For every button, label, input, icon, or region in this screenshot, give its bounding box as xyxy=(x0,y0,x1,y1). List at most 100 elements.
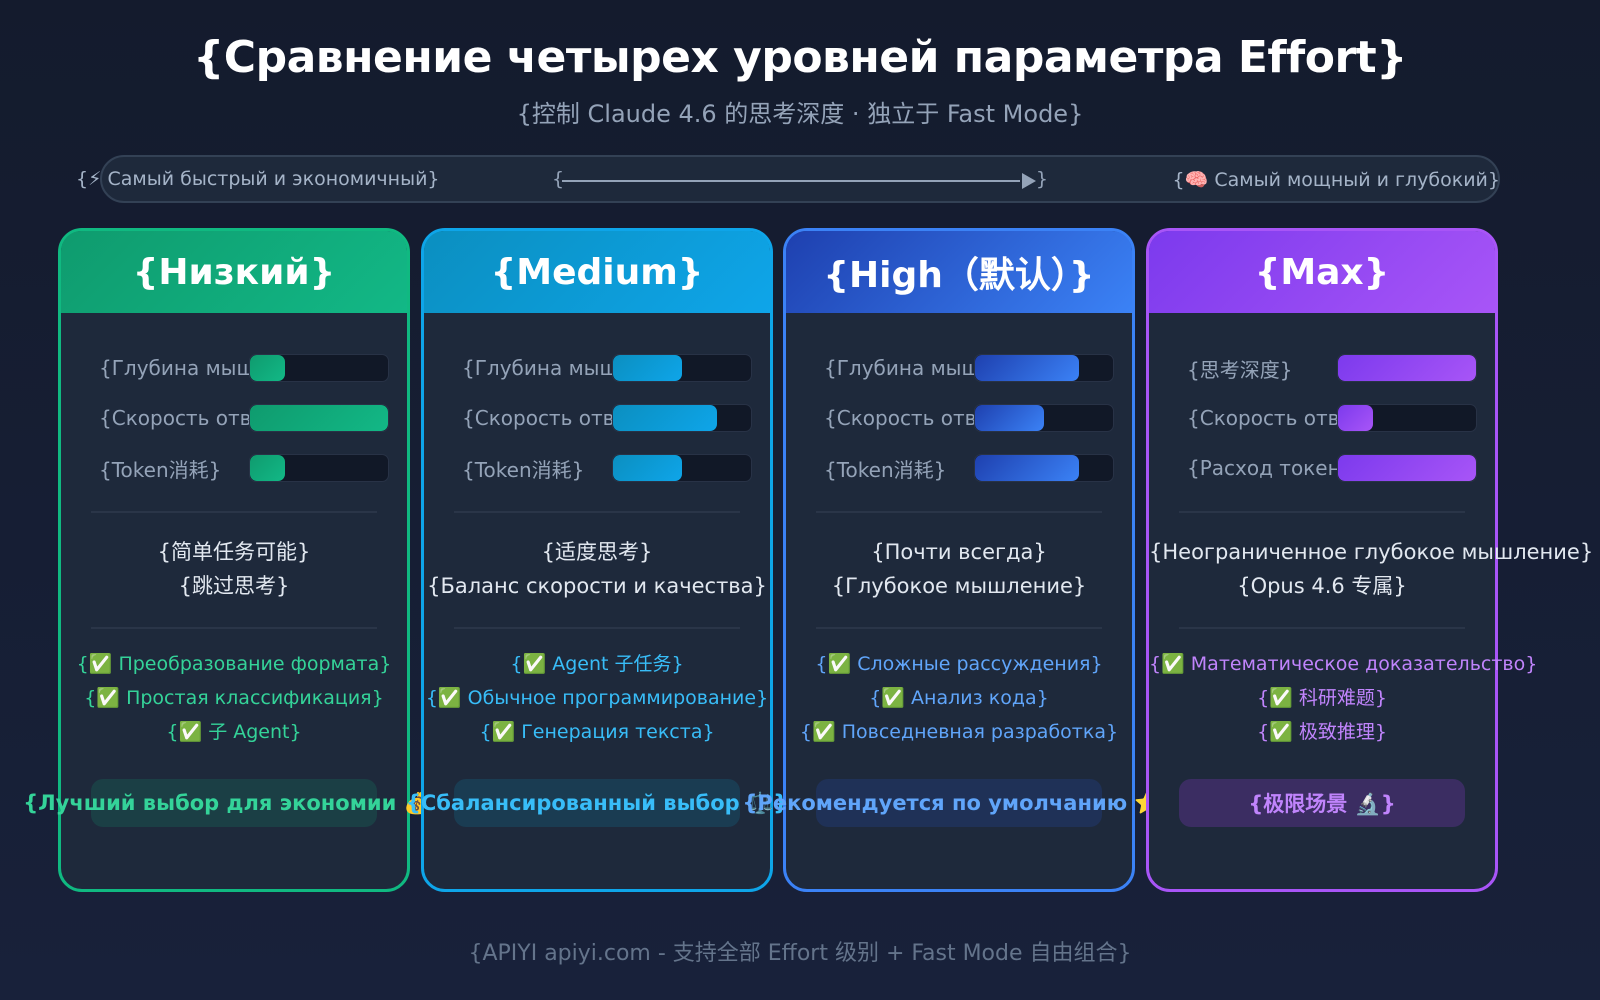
desc-line: {适度思考} xyxy=(541,540,653,564)
footer-text: {APIYI apiyi.com - 支持全部 Effort 级别 + Fast… xyxy=(468,941,1132,966)
feature-item: {✅ Преобразование формата} xyxy=(76,653,392,675)
metric-row: {Token消耗} xyxy=(462,443,752,493)
metric-row: {Скорость ответа} xyxy=(824,393,1114,443)
badge-label: {极限场景 🔬} xyxy=(1248,792,1396,816)
desc-line: {简单任务可能} xyxy=(157,540,311,564)
metric-bar xyxy=(1337,454,1477,482)
metric-label: {Token消耗} xyxy=(99,457,222,482)
feature-list: {✅ Agent 子任务} {✅ Обычное программировани… xyxy=(424,629,770,749)
metrics: {思考深度} {Скорость ответа} {Расход токенов… xyxy=(1149,313,1495,493)
scale-arrow-open: { xyxy=(552,168,565,190)
metric-row: {Token消耗} xyxy=(824,443,1114,493)
metric-label: {Скорость ответа} xyxy=(462,406,612,430)
metric-bar xyxy=(1337,354,1477,382)
feature-item: {✅ Сложные рассуждения} xyxy=(815,653,1103,675)
metric-label: {Token消耗} xyxy=(824,457,947,482)
page-title: {Сравнение четырех уровней параметра Eff… xyxy=(192,32,1408,83)
badge-label: {Сбалансированный выбор ⚖️} xyxy=(405,790,789,815)
metric-bar-fill xyxy=(250,405,388,431)
metric-row: {Расход токенов} xyxy=(1187,443,1477,493)
desc-line: {Баланс скорости и качества} xyxy=(427,574,767,598)
metric-bar-fill xyxy=(250,355,285,381)
metric-label: {Скорость ответа} xyxy=(824,406,974,430)
metric-label: {Расход токенов} xyxy=(1187,456,1337,480)
badge-background xyxy=(816,779,1102,827)
feature-item: {✅ Простая классификация} xyxy=(84,687,384,709)
divider xyxy=(454,627,740,629)
card-description: {Почти всегда} {Глубокое мышление} xyxy=(786,513,1132,627)
scale-arrow: { } xyxy=(552,168,1048,192)
desc-line: {Глубокое мышление} xyxy=(831,574,1087,598)
feature-list: {✅ Математическое доказательство} {✅ 科研难… xyxy=(1149,629,1538,749)
feature-item: {✅ Генерация текста} xyxy=(479,721,715,743)
metric-bar-fill xyxy=(975,355,1079,381)
metric-label: {思考深度} xyxy=(1187,357,1293,382)
desc-line: {Почти всегда} xyxy=(871,540,1047,564)
card-low: {Низкий} {Глубина мышления} {Скорость от… xyxy=(23,228,445,892)
metric-bar xyxy=(249,404,389,432)
desc-line: {Opus 4.6 专属} xyxy=(1237,574,1407,598)
metric-row: {Скорость ответа} xyxy=(462,393,752,443)
card-header: {Низкий} xyxy=(61,231,407,313)
metric-row: {思考深度} xyxy=(1187,343,1477,393)
metrics: {Глубина мышления} {Скорость ответа} {To… xyxy=(424,313,770,493)
metric-label: {Глубина мышления} xyxy=(99,356,249,380)
metric-bar xyxy=(612,454,752,482)
divider xyxy=(1179,627,1465,629)
feature-item: {✅ Обычное программирование} xyxy=(425,687,769,709)
arrow-head-icon xyxy=(1022,173,1036,189)
divider xyxy=(816,511,1102,513)
metric-bar xyxy=(249,454,389,482)
card-description: {适度思考} {Баланс скорости и качества} xyxy=(424,513,770,627)
divider xyxy=(816,627,1102,629)
metric-label: {Скорость ответа} xyxy=(1187,406,1337,430)
feature-item: {✅ Agent 子任务} xyxy=(510,653,684,675)
divider xyxy=(91,511,377,513)
card-description: {简单任务可能} {跳过思考} xyxy=(61,513,407,627)
card-medium: {Medium} {Глубина мышления} {Скорость от… xyxy=(406,228,788,892)
scale-right-label: {🧠 Самый мощный и глубокий} xyxy=(1172,169,1500,191)
metric-label: {Token消耗} xyxy=(462,457,585,482)
metric-row: {Глубина мышления} xyxy=(99,343,389,393)
metric-bar-fill xyxy=(1338,405,1373,431)
feature-item: {✅ Математическое доказательство} xyxy=(1149,653,1538,675)
card-max: {Max} {思考深度} {Скорость ответа} {Расход т… xyxy=(1146,228,1593,892)
card-header: {Medium} xyxy=(424,231,770,313)
card-description: {Неограниченное глубокое мышление} {Opus… xyxy=(1149,513,1593,627)
metric-label: {Глубина мышления} xyxy=(462,356,612,380)
metric-row: {Глубина мышления} xyxy=(462,343,752,393)
feature-list: {✅ Преобразование формата} {✅ Простая кл… xyxy=(61,629,407,749)
arrow-line-icon xyxy=(562,180,1020,182)
badge-background xyxy=(91,779,377,827)
feature-item: {✅ Анализ кода} xyxy=(869,687,1049,709)
recommendation-badge: {Сбалансированный выбор ⚖️} xyxy=(406,779,788,827)
metric-bar-fill xyxy=(250,455,285,481)
divider xyxy=(1179,511,1465,513)
card-high: {High（默认）} {Глубина мышления} {Скорость … xyxy=(742,228,1176,892)
metric-row: {Скорость ответа} xyxy=(1187,393,1477,443)
metric-bar-fill xyxy=(613,355,682,381)
metric-row: {Скорость ответа} xyxy=(99,393,389,443)
metric-bar-fill xyxy=(975,455,1079,481)
divider xyxy=(454,511,740,513)
metric-bar xyxy=(612,404,752,432)
metric-bar xyxy=(974,454,1114,482)
effort-cards: {Низкий} {Глубина мышления} {Скорость от… xyxy=(23,228,1593,892)
metric-bar xyxy=(612,354,752,382)
metric-bar xyxy=(974,354,1114,382)
badge-background xyxy=(1179,779,1465,827)
recommendation-badge: {Лучший выбор для экономии 💰} xyxy=(23,779,445,827)
card-header: {Max} xyxy=(1149,231,1495,313)
desc-line: {跳过思考} xyxy=(178,574,290,598)
metric-bar-fill xyxy=(613,455,682,481)
scale-arrow-close: } xyxy=(1035,168,1048,190)
divider xyxy=(91,627,377,629)
feature-item: {✅ Повседневная разработка} xyxy=(799,721,1119,743)
effort-scale-bar xyxy=(100,155,1500,203)
badge-label: {Рекомендуется по умолчанию ⭐} xyxy=(742,790,1176,815)
page-subtitle: {控制 Claude 4.6 的思考深度 · 独立于 Fast Mode} xyxy=(516,100,1084,128)
metric-row: {Token消耗} xyxy=(99,443,389,493)
metric-label: {Скорость ответа} xyxy=(99,406,249,430)
metric-bar-fill xyxy=(975,405,1044,431)
metric-bar xyxy=(1337,404,1477,432)
